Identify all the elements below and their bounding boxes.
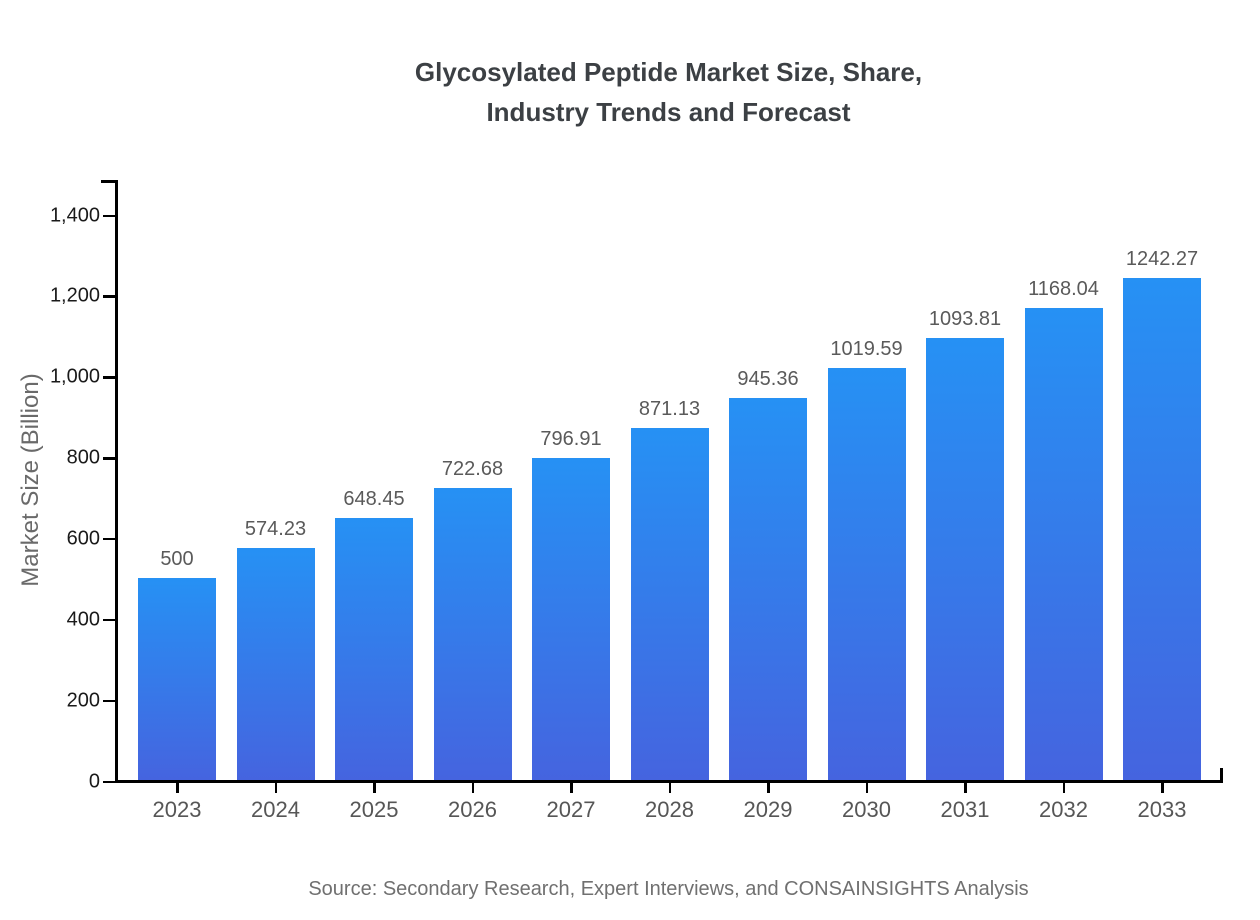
y-tick-label-0: 0 [88,770,100,792]
y-tick-800 [103,457,115,460]
x-tick-label-2028: 2028 [645,797,694,822]
y-tick-label-1000: 1,000 [49,365,100,388]
x-tick-label-2032: 2032 [1039,797,1088,822]
bar-2026 [433,487,512,780]
bar-value-label-2025: 648.45 [343,487,405,510]
source-note: Source: Secondary Research, Expert Inter… [308,878,1029,900]
bar-2028 [630,427,709,780]
x-tick-label-2029: 2029 [743,797,793,822]
y-tick-0 [103,780,115,783]
y-tick-200 [103,699,115,703]
y-tick-1400 [103,214,115,217]
bar-value-label-2027: 796.91 [540,427,602,450]
x-axis-line [115,780,1223,783]
bar-2030 [827,367,906,780]
y-tick-1200 [103,295,115,298]
y-tick-label-1200: 1,200 [49,284,100,307]
y-tick-label-600: 600 [66,527,100,550]
y-tick-600 [103,537,115,541]
chart-title: Glycosylated Peptide Market Size, Share,… [115,52,1222,132]
bar-value-label-2033: 1242.27 [1125,247,1199,270]
y-tick-label-400: 400 [66,608,100,631]
x-tick-label-2031: 2031 [940,797,990,822]
y-axis-title: Market Size (Billion) [17,373,44,587]
bar-2029 [729,397,807,780]
y-axis-end-cap [101,180,115,183]
y-tick-label-1400: 1,400 [49,204,100,226]
x-tick-label-2023: 2023 [152,797,202,822]
bar-value-label-2031: 1093.81 [928,307,1002,330]
bar-2023 [138,577,216,780]
chart-title-line2: Industry Trends and Forecast [486,97,851,127]
x-tick-2028 [668,783,671,793]
bar-2031 [926,337,1004,780]
y-tick-label-200: 200 [66,689,100,712]
x-tick-2027 [570,783,573,793]
bar-value-label-2028: 871.13 [638,397,701,420]
x-tick-label-2030: 2030 [842,797,891,822]
x-tick-2029 [767,783,770,793]
bar-value-label-2032: 1168.04 [1028,277,1099,300]
bar-value-label-2030: 1019.59 [830,337,903,360]
y-tick-400 [103,618,115,622]
x-tick-2023 [176,783,179,793]
bar-value-label-2029: 945.36 [737,367,799,390]
y-axis-line [115,180,118,783]
x-tick-label-2025: 2025 [349,797,399,822]
x-tick-2025 [373,783,376,793]
bar-value-label-2023: 500 [160,547,194,570]
x-tick-label-2024: 2024 [251,797,300,822]
bar-2025 [335,517,413,780]
x-tick-2032 [1062,783,1065,793]
x-tick-2033 [1161,783,1164,793]
bar-2027 [532,457,610,780]
bar-value-label-2024: 574.23 [244,517,307,540]
x-tick-2031 [964,783,967,793]
bar-value-label-2026: 722.68 [441,457,504,480]
x-tick-label-2026: 2026 [448,797,497,822]
y-tick-1000 [103,376,115,379]
bar-2033 [1123,277,1201,780]
x-tick-2026 [471,783,474,793]
x-tick-label-2027: 2027 [546,797,596,822]
x-axis-end-cap [1220,768,1223,780]
x-tick-2024 [274,783,277,793]
x-tick-2030 [865,783,868,793]
bar-2024 [236,547,315,780]
bar-2032 [1024,307,1103,780]
chart-title-line1: Glycosylated Peptide Market Size, Share, [414,57,923,87]
x-tick-label-2033: 2033 [1137,797,1187,822]
y-tick-label-800: 800 [66,446,100,469]
